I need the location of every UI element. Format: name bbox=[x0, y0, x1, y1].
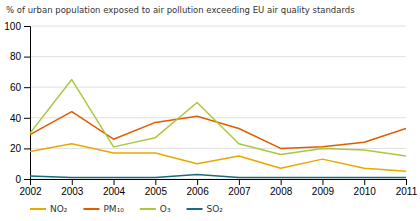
y-tick-mark bbox=[24, 57, 30, 58]
plot: 2002 2003 2004 2005 2006 2007 2008 2009 2010 2011… bbox=[4, 21, 417, 197]
legend-swatch bbox=[30, 208, 46, 210]
x-tick-label: 2003 bbox=[61, 186, 84, 197]
y-tick-mark bbox=[24, 26, 30, 27]
legend-label: NO₂ bbox=[50, 204, 68, 214]
x-tick-label: 2007 bbox=[228, 186, 251, 197]
x-tick-mark bbox=[114, 179, 115, 185]
grid-line bbox=[30, 56, 406, 57]
x-tick: 2005 bbox=[145, 179, 168, 197]
y-tick-mark bbox=[24, 87, 30, 88]
series-line bbox=[30, 112, 406, 149]
x-tick-label: 2002 bbox=[19, 186, 42, 197]
legend-label: O₃ bbox=[160, 204, 171, 214]
y-tick: 60 bbox=[10, 82, 30, 93]
legend-item: O₃ bbox=[140, 204, 171, 214]
grid-line bbox=[30, 87, 406, 88]
x-tick: 2002 bbox=[19, 179, 42, 197]
y-tick: 80 bbox=[10, 51, 30, 62]
series-line bbox=[30, 80, 406, 157]
x-tick-label: 2010 bbox=[354, 186, 377, 197]
y-tick-label: 60 bbox=[10, 82, 22, 93]
x-tick-mark bbox=[155, 179, 156, 185]
legend-item: NO₂ bbox=[30, 204, 68, 214]
x-tick-label: 2008 bbox=[270, 186, 293, 197]
y-tick: 40 bbox=[10, 113, 30, 124]
legend-label: PM₁₀ bbox=[103, 204, 124, 214]
y-tick: 20 bbox=[10, 143, 30, 154]
grid bbox=[30, 26, 406, 179]
y-tick-label: 100 bbox=[4, 21, 21, 32]
legend: NO₂ PM₁₀ O₃ SO₂ bbox=[30, 204, 223, 214]
x-tick-mark bbox=[406, 179, 407, 185]
x-tick-label: 2009 bbox=[312, 186, 335, 197]
x-tick: 2003 bbox=[61, 179, 84, 197]
y-tick-label: 20 bbox=[10, 143, 22, 154]
x-axis-line bbox=[31, 180, 407, 186]
x-tick: 2006 bbox=[186, 179, 209, 197]
y-axis-line bbox=[24, 27, 31, 180]
x-tick: 2004 bbox=[103, 179, 126, 197]
x-tick-mark bbox=[364, 179, 365, 185]
x-tick-label: 2011 bbox=[396, 186, 418, 197]
y-tick: 100 bbox=[4, 21, 30, 32]
y-tick-mark bbox=[24, 118, 30, 119]
chart: % of urban population exposed to air pol… bbox=[0, 0, 420, 221]
x-tick: 2011 bbox=[396, 179, 418, 197]
series-line bbox=[30, 174, 406, 177]
x-tick: 2007 bbox=[228, 179, 251, 197]
y-tick-label: 40 bbox=[10, 113, 22, 124]
x-tick: 2009 bbox=[312, 179, 335, 197]
y-tick-label: 0 bbox=[15, 174, 21, 185]
y-axis: 0 20 40 60 80 100 bbox=[4, 21, 30, 185]
x-tick-label: 2005 bbox=[145, 186, 168, 197]
y-tick: 0 bbox=[15, 174, 30, 185]
legend-swatch bbox=[187, 208, 203, 210]
grid-line bbox=[30, 26, 406, 27]
legend-swatch bbox=[83, 208, 99, 210]
series-line bbox=[30, 144, 406, 172]
legend-label: SO₂ bbox=[207, 204, 224, 214]
grid-line bbox=[30, 117, 406, 118]
x-tick: 2010 bbox=[354, 179, 377, 197]
legend-item: SO₂ bbox=[187, 204, 224, 214]
x-tick-mark bbox=[72, 179, 73, 185]
x-tick-label: 2004 bbox=[103, 186, 126, 197]
legend-item: PM₁₀ bbox=[83, 204, 124, 214]
title: % of urban population exposed to air pol… bbox=[6, 5, 355, 15]
x-tick-mark bbox=[322, 179, 323, 185]
x-tick-mark bbox=[197, 179, 198, 185]
x-tick-mark bbox=[239, 179, 240, 185]
y-tick-label: 80 bbox=[10, 51, 22, 62]
x-tick-mark bbox=[281, 179, 282, 185]
x-tick-label: 2006 bbox=[186, 186, 209, 197]
lines bbox=[30, 80, 406, 178]
y-tick-mark bbox=[24, 148, 30, 149]
y-tick-mark bbox=[24, 179, 30, 180]
x-tick: 2008 bbox=[270, 179, 293, 197]
x-axis: 2002 2003 2004 2005 2006 2007 2008 2009 2010 2011 bbox=[19, 179, 417, 197]
legend-swatch bbox=[140, 208, 156, 210]
